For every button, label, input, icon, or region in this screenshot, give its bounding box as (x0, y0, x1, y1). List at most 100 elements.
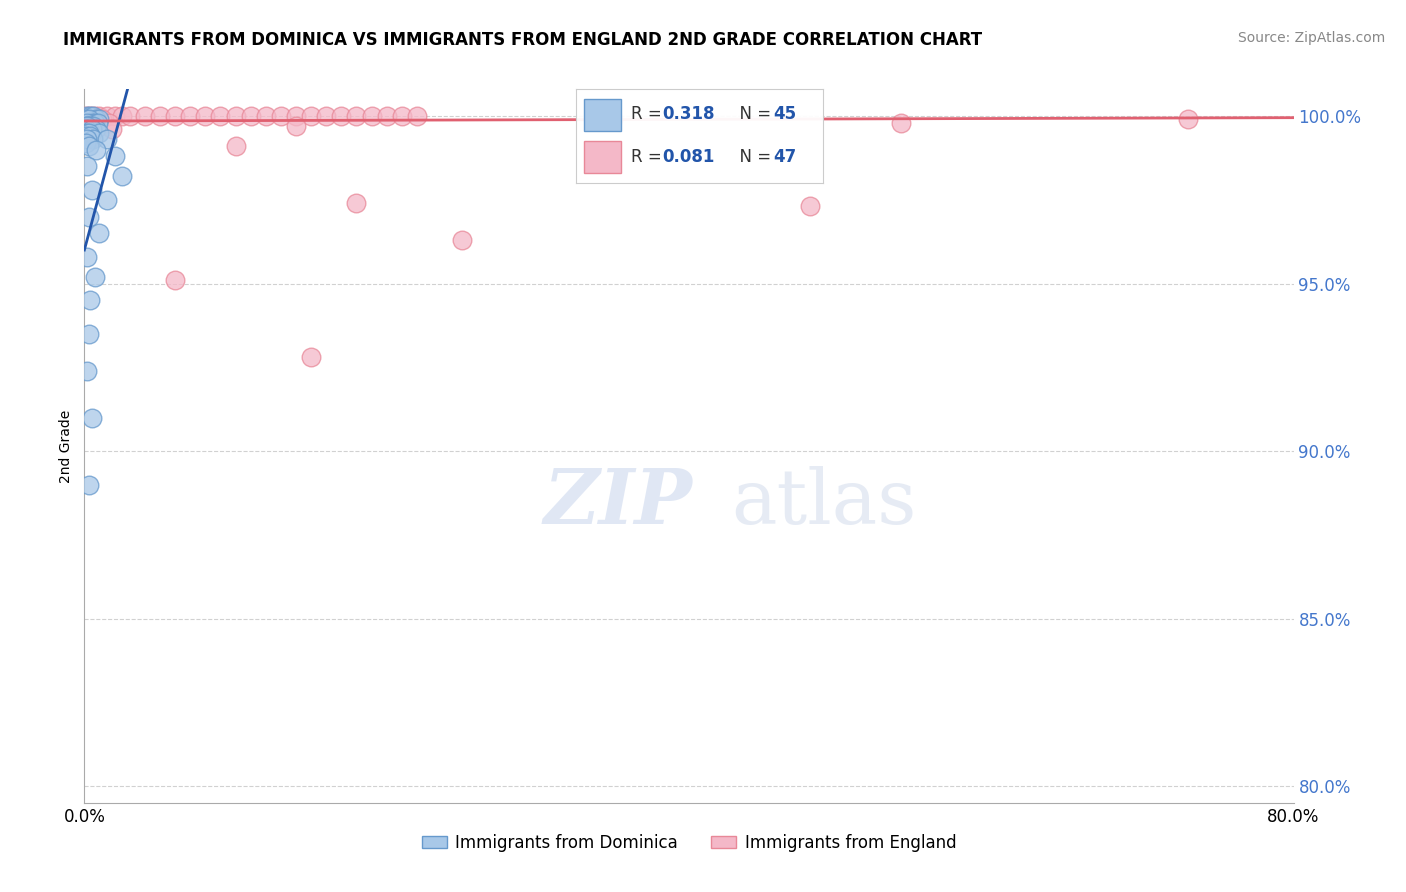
Point (86, 143, 108, 157)
Point (76, 119, 98, 133)
Point (346, 196, 368, 211)
Point (79, 119, 101, 133)
Point (602, 112, 624, 127)
Text: R =: R = (630, 148, 666, 166)
Point (360, 109, 382, 123)
Point (76, 122, 98, 136)
Point (80, 183, 103, 197)
Point (391, 109, 413, 123)
Point (75, 109, 97, 123)
Point (97, 116, 120, 130)
Point (76, 132, 98, 146)
Point (84, 269, 107, 284)
Point (96, 193, 118, 207)
Point (225, 109, 247, 123)
Point (165, 109, 187, 123)
Point (96, 109, 118, 123)
FancyBboxPatch shape (583, 141, 620, 173)
Point (179, 109, 201, 123)
Point (80, 116, 103, 130)
Y-axis label: 2nd Grade: 2nd Grade (59, 409, 73, 483)
Text: R =: R = (630, 105, 666, 123)
Point (86, 122, 108, 136)
Point (91, 112, 114, 127)
Text: ZIP: ZIP (544, 467, 693, 540)
Point (315, 109, 337, 123)
Point (209, 109, 232, 123)
Point (86, 112, 108, 127)
Point (82, 132, 104, 146)
Point (77, 326, 100, 341)
Text: 0.318: 0.318 (662, 105, 716, 123)
Point (76, 116, 98, 130)
Text: 0.081: 0.081 (662, 148, 716, 166)
Point (134, 109, 156, 123)
Legend: Immigrants from Dominica, Immigrants from England: Immigrants from Dominica, Immigrants fro… (415, 828, 963, 859)
Point (89, 109, 111, 123)
Text: 47: 47 (773, 148, 797, 166)
Point (1177, 112, 1199, 127)
Point (82, 109, 104, 123)
Point (285, 119, 308, 133)
FancyBboxPatch shape (583, 98, 620, 131)
Text: IMMIGRANTS FROM DOMINICA VS IMMIGRANTS FROM ENGLAND 2ND GRADE CORRELATION CHART: IMMIGRANTS FROM DOMINICA VS IMMIGRANTS F… (63, 31, 983, 49)
Point (76, 112, 98, 127)
Point (75, 112, 97, 127)
Point (165, 273, 187, 287)
Point (80, 122, 103, 136)
Point (346, 109, 368, 123)
Point (77, 112, 100, 127)
Point (79, 109, 101, 123)
Point (77, 210, 100, 224)
Point (77, 126, 100, 140)
Point (77, 109, 100, 123)
Point (330, 109, 353, 123)
Point (406, 109, 429, 123)
Point (239, 109, 262, 123)
Point (111, 169, 134, 184)
Point (76, 250, 98, 264)
Point (75, 122, 97, 136)
Point (799, 199, 821, 213)
Text: N =: N = (728, 105, 776, 123)
Point (104, 149, 127, 163)
Point (84, 109, 107, 123)
Point (375, 109, 398, 123)
Point (87, 116, 110, 130)
Point (89, 126, 111, 140)
Point (76, 126, 98, 140)
Point (77, 122, 100, 136)
Point (149, 109, 172, 123)
Point (76, 363, 98, 377)
Point (299, 350, 322, 364)
Point (75, 129, 97, 144)
Point (76, 159, 98, 173)
Point (77, 119, 100, 133)
Point (254, 109, 277, 123)
Point (79, 112, 101, 127)
Point (96, 132, 118, 146)
Point (890, 116, 912, 130)
Point (76, 109, 98, 123)
Point (270, 109, 292, 123)
Point (225, 139, 247, 153)
Point (79, 293, 101, 308)
Point (79, 132, 101, 146)
Point (75, 136, 97, 150)
Point (86, 112, 108, 127)
Point (100, 122, 122, 136)
Point (82, 116, 104, 130)
Point (80, 410, 103, 425)
Point (77, 139, 100, 153)
Point (451, 233, 474, 247)
Point (299, 109, 322, 123)
Point (75, 119, 97, 133)
Point (84, 116, 107, 130)
Point (89, 227, 111, 241)
Text: atlas: atlas (731, 467, 917, 540)
Text: 45: 45 (773, 105, 796, 123)
Point (89, 112, 111, 127)
Point (285, 109, 308, 123)
Text: N =: N = (728, 148, 776, 166)
Text: Source: ZipAtlas.com: Source: ZipAtlas.com (1237, 31, 1385, 45)
